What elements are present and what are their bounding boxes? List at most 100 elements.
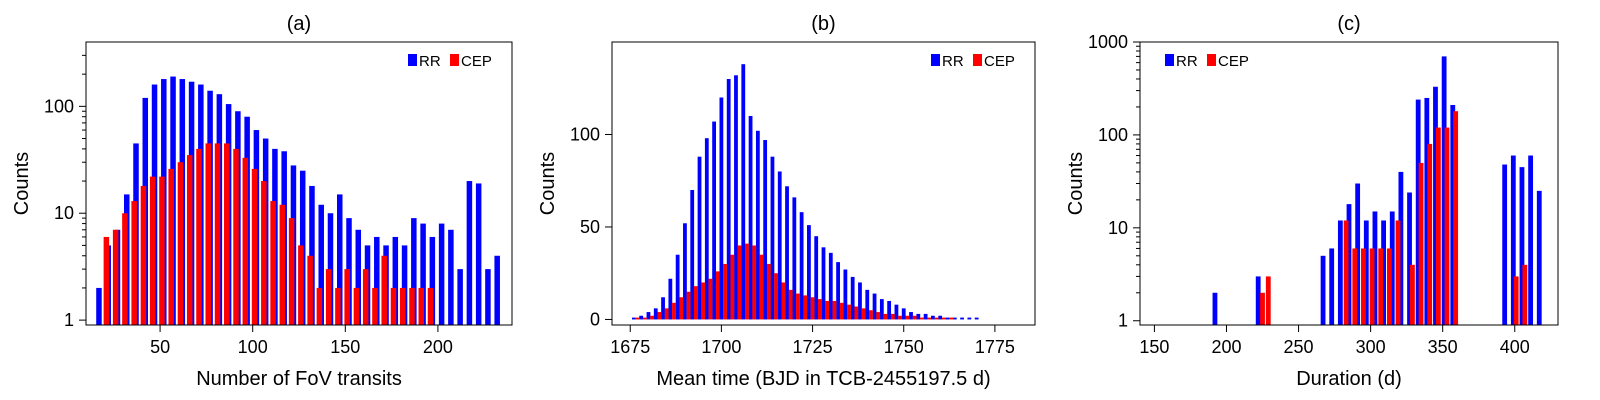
bar-cep bbox=[251, 168, 258, 325]
x-tick-label: 1750 bbox=[884, 337, 924, 357]
bar-rr bbox=[952, 317, 957, 320]
bar-rr bbox=[1363, 220, 1369, 325]
bar-cep bbox=[693, 286, 698, 320]
bar-rr bbox=[646, 312, 651, 320]
bar-cep bbox=[861, 308, 866, 320]
series-cep bbox=[103, 143, 434, 325]
bar-cep bbox=[186, 155, 193, 325]
x-tick-label: 200 bbox=[1211, 337, 1241, 357]
bar-cep bbox=[362, 269, 369, 325]
bar-cep bbox=[847, 304, 851, 320]
bar-cep bbox=[140, 185, 147, 325]
series-rr bbox=[631, 64, 979, 320]
bar-rr bbox=[712, 121, 717, 320]
x-tick-label: 100 bbox=[238, 337, 268, 357]
bar-rr bbox=[1355, 183, 1361, 325]
bar-cep bbox=[427, 287, 434, 325]
legend-swatch-cep bbox=[450, 54, 459, 66]
bar-rr bbox=[777, 171, 782, 320]
bar-rr bbox=[639, 315, 644, 320]
bar-rr bbox=[1415, 99, 1421, 325]
bar-rr bbox=[475, 183, 482, 325]
bar-rr bbox=[930, 315, 935, 320]
legend-label-cep: CEP bbox=[461, 53, 492, 70]
bar-rr bbox=[887, 300, 892, 320]
bar-cep bbox=[316, 287, 323, 325]
bar-cep bbox=[1260, 292, 1265, 325]
bar-rr bbox=[457, 269, 463, 325]
bar-rr bbox=[785, 186, 789, 320]
bar-rr bbox=[945, 317, 950, 320]
bar-cep bbox=[781, 282, 786, 320]
series-rr bbox=[1212, 56, 1542, 326]
bar-cep bbox=[920, 317, 924, 320]
bar-cep bbox=[409, 287, 415, 325]
bar-cep bbox=[788, 289, 793, 320]
bar-cep bbox=[381, 255, 387, 325]
y-tick-label: 1 bbox=[1118, 311, 1128, 331]
x-tick-label: 1700 bbox=[701, 337, 741, 357]
bar-rr bbox=[683, 223, 687, 320]
bar-rr bbox=[734, 75, 738, 320]
bar-cep bbox=[159, 176, 165, 325]
bar-cep bbox=[131, 201, 137, 325]
legend-label-rr: RR bbox=[419, 53, 441, 70]
bar-cep bbox=[344, 269, 350, 325]
bar-cep bbox=[390, 287, 397, 325]
bar-rr bbox=[974, 317, 979, 320]
bar-cep bbox=[298, 245, 304, 325]
panel-a: 50 100 150 200 1 10 100 (a) Number of FoV transi… bbox=[11, 13, 513, 390]
bar-rr bbox=[1441, 56, 1447, 326]
bar-rr bbox=[938, 315, 943, 320]
bar-cep bbox=[817, 299, 822, 320]
bar-rr bbox=[466, 181, 473, 325]
bar-rr bbox=[1450, 104, 1456, 325]
bar-cep bbox=[233, 148, 239, 325]
y-axis-label: Counts bbox=[537, 152, 559, 215]
bar-cep bbox=[832, 300, 837, 320]
bar-cep bbox=[876, 312, 881, 320]
bar-cep bbox=[635, 317, 640, 320]
x-tick-label: 400 bbox=[1500, 337, 1530, 357]
panel-c: 150 200 250 300 350 400 1 10 100 1000 (c) Duration … bbox=[1065, 13, 1559, 390]
bar-rr bbox=[755, 130, 760, 320]
bar-rr bbox=[1372, 211, 1378, 325]
bar-cep bbox=[279, 204, 286, 325]
bar-rr bbox=[697, 156, 702, 320]
bar-cep bbox=[803, 295, 808, 320]
bar-cep bbox=[196, 148, 202, 325]
bar-cep bbox=[825, 300, 830, 320]
bar-rr bbox=[799, 212, 804, 320]
bar-cep bbox=[672, 302, 676, 320]
y-tick-label: 50 bbox=[580, 217, 600, 237]
x-tick-label: 1675 bbox=[610, 337, 650, 357]
y-tick-label: 100 bbox=[570, 124, 600, 144]
bar-rr bbox=[96, 287, 102, 325]
bar-cep bbox=[650, 315, 655, 320]
bar-rr bbox=[763, 140, 768, 320]
bar-cep bbox=[839, 302, 844, 320]
bar-cep bbox=[927, 317, 932, 320]
bar-rr bbox=[392, 236, 399, 325]
bar-cep bbox=[737, 245, 742, 320]
bar-rr bbox=[960, 317, 964, 320]
legend-swatch-rr bbox=[1165, 54, 1174, 66]
bar-cep bbox=[890, 313, 895, 320]
bar-cep bbox=[1343, 220, 1349, 325]
bar-cep bbox=[372, 287, 378, 325]
bar-rr bbox=[318, 204, 324, 325]
bar-cep bbox=[1418, 162, 1424, 325]
y-axis-label: Counts bbox=[1065, 152, 1087, 215]
bar-cep bbox=[898, 315, 902, 320]
bar-cep bbox=[752, 245, 757, 320]
bar-rr bbox=[401, 245, 408, 325]
bar-cep bbox=[854, 306, 859, 320]
bar-cep bbox=[1410, 264, 1415, 325]
x-tick-label: 250 bbox=[1284, 337, 1314, 357]
bar-rr bbox=[355, 229, 362, 325]
bar-cep bbox=[912, 315, 917, 320]
bar-rr bbox=[494, 255, 500, 325]
bar-rr bbox=[438, 223, 445, 325]
bar-cep bbox=[679, 297, 684, 320]
bar-cep bbox=[1386, 248, 1392, 325]
